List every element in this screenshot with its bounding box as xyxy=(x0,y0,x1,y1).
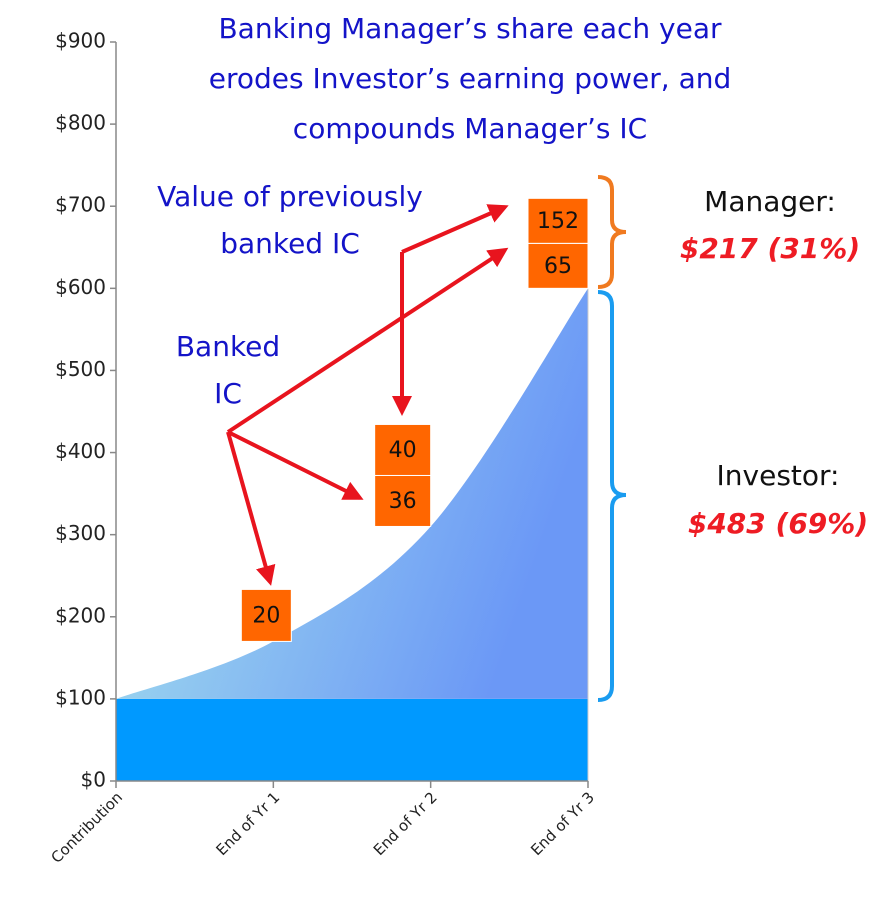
manager-bracket xyxy=(597,175,627,289)
plot: 20 36 40 65 152 $0 $100 $200 $300 $400 $500 $600 $70… xyxy=(47,29,598,867)
investor-bracket xyxy=(597,290,627,702)
y-tick-label: $200 xyxy=(55,603,106,627)
title: Banking Manager’s share each year xyxy=(218,12,722,45)
y-tick-label: $600 xyxy=(55,275,106,299)
base-area xyxy=(116,698,588,781)
arrows xyxy=(226,204,509,586)
annotation: banked IC xyxy=(220,227,360,260)
ic-box xyxy=(527,242,589,289)
ic-box xyxy=(374,423,432,476)
y-tick-label: $400 xyxy=(55,439,106,463)
y-tick-label: $100 xyxy=(55,685,106,709)
x-tick-label: End of Yr 2 xyxy=(370,788,441,859)
x-tick-label: Contribution xyxy=(47,788,126,867)
investor-value: $483 (69%) xyxy=(688,507,868,540)
y-tick-label: $900 xyxy=(55,29,106,53)
ic-box-label: 20 xyxy=(252,603,280,628)
y-tick-label: $500 xyxy=(55,357,106,381)
x-tick-label: End of Yr 1 xyxy=(213,788,284,859)
title: compounds Manager’s IC xyxy=(293,112,647,145)
annotation: IC xyxy=(214,377,242,410)
annotation: Value of previously xyxy=(157,180,423,213)
ic-box-label: 40 xyxy=(389,438,417,463)
ic-box xyxy=(240,588,292,642)
annotation: Banked xyxy=(176,330,280,363)
ic-box xyxy=(374,474,432,527)
ic-box xyxy=(527,197,589,244)
ic-box-label: 152 xyxy=(537,209,579,234)
manager-value: $217 (31%) xyxy=(680,232,860,265)
title: erodes Investor’s earning power, and xyxy=(209,62,732,95)
ic-box-label: 65 xyxy=(544,254,572,279)
manager-label: Manager: xyxy=(704,185,836,218)
y-tick-label: $300 xyxy=(55,521,106,545)
y-tick-label: $700 xyxy=(55,193,106,217)
x-tick-label: End of Yr 3 xyxy=(527,788,598,859)
investor-label: Investor: xyxy=(717,459,840,492)
investor-area xyxy=(116,288,588,699)
y-tick-label: $800 xyxy=(55,111,106,135)
ic-box-label: 36 xyxy=(389,489,417,514)
y-tick-label: $0 xyxy=(81,768,106,792)
